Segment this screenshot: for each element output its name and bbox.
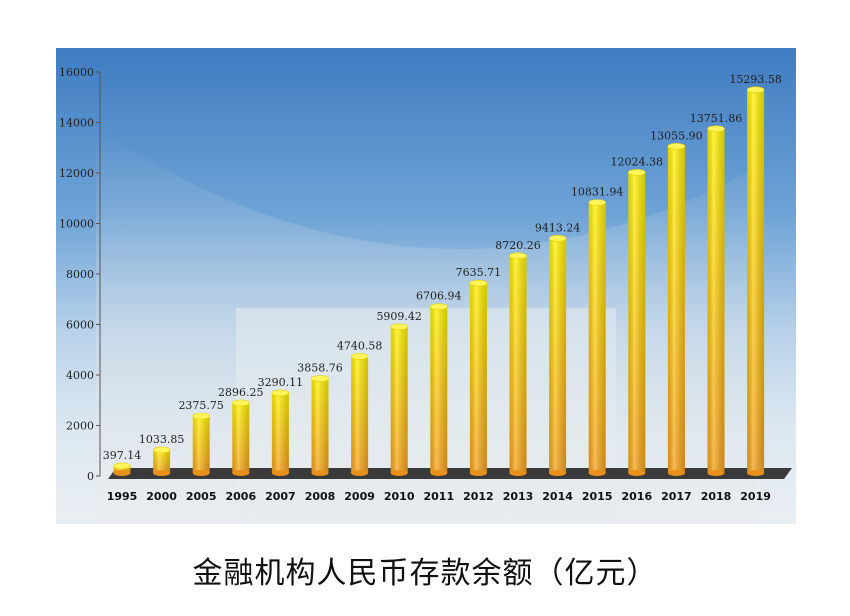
bar-shade-2000 xyxy=(153,449,171,473)
data-label: 5909.42 xyxy=(376,310,422,323)
x-tick-label: 2016 xyxy=(621,490,652,503)
bar-shade-2012 xyxy=(469,283,487,473)
bar-cap-2014 xyxy=(548,235,567,242)
bar-cap-2000 xyxy=(152,446,171,454)
bar-shade-2011 xyxy=(430,306,448,473)
data-label: 1033.85 xyxy=(139,433,185,446)
x-tick-label: 2007 xyxy=(265,490,296,503)
bar-base-2010 xyxy=(390,470,408,476)
x-tick-label: 2000 xyxy=(146,490,177,503)
chart-area: 0 2000 4000 6000 8000 10000 12000 14000 16000 397… xyxy=(56,48,796,524)
chart-floor xyxy=(108,468,792,479)
bar-base-2012 xyxy=(469,470,487,476)
data-label: 8720.26 xyxy=(495,239,541,252)
bar-base-2018 xyxy=(707,470,725,476)
bar-base-2000 xyxy=(153,470,171,476)
bar-base-2009 xyxy=(351,470,369,476)
bar-cap-2006 xyxy=(232,399,250,407)
data-label: 3290.11 xyxy=(258,376,304,389)
y-tick-label: 6000 xyxy=(66,319,94,332)
bar-base-2014 xyxy=(549,470,567,476)
data-label: 12024.38 xyxy=(611,155,664,168)
bar-cap-2009 xyxy=(350,353,369,360)
x-tick-label: 1995 xyxy=(107,490,138,503)
y-tick-label: 8000 xyxy=(66,268,94,281)
y-tick-label: 0 xyxy=(87,470,94,483)
bar-shade-2008 xyxy=(311,378,329,473)
bar-shade-2017 xyxy=(667,146,685,473)
x-tick-label: 2009 xyxy=(344,490,375,503)
bar-base-2016 xyxy=(628,470,646,476)
data-label: 15293.58 xyxy=(729,73,782,86)
bar-cap-2011 xyxy=(429,303,448,310)
data-label: 13751.86 xyxy=(690,112,743,125)
y-tick-label: 16000 xyxy=(59,66,94,79)
data-label: 4740.58 xyxy=(337,339,383,352)
bar-base-2013 xyxy=(509,470,527,476)
bar-base-2017 xyxy=(667,470,685,476)
bar-shade-2007 xyxy=(271,392,289,473)
x-tick-label: 2018 xyxy=(701,490,732,503)
chart-caption: 金融机构人民币存款余额（亿元） xyxy=(192,556,658,591)
data-label: 6706.94 xyxy=(416,290,462,303)
bar-base-2019 xyxy=(747,470,765,476)
bar-cap-2012 xyxy=(469,279,488,287)
data-label: 7635.71 xyxy=(456,266,502,279)
plot-layer: 0 2000 4000 6000 8000 10000 12000 14000 16000 397… xyxy=(59,66,792,503)
y-tick-label: 10000 xyxy=(59,218,94,231)
bar-base-2007 xyxy=(271,470,289,476)
bar-chart: 0 2000 4000 6000 8000 10000 12000 14000 16000 397… xyxy=(59,66,792,524)
bar-shade-2019 xyxy=(747,89,765,474)
data-label: 9413.24 xyxy=(535,221,581,234)
bar-cap-2018 xyxy=(707,125,725,133)
x-tick-label: 2013 xyxy=(503,490,534,503)
x-tick-label: 2019 xyxy=(740,490,771,503)
bar-cap-2013 xyxy=(509,252,527,260)
bar-cap-2008 xyxy=(311,375,329,382)
bar-shade-2006 xyxy=(232,402,250,473)
bar-shade-2015 xyxy=(588,202,606,473)
x-tick-label: 2010 xyxy=(384,490,415,503)
bar-cap-2010 xyxy=(390,323,409,331)
bar-cap-2019 xyxy=(746,86,765,94)
bar-cap-2016 xyxy=(627,169,646,176)
x-tick-label: 2006 xyxy=(225,490,256,503)
x-tick-label: 2011 xyxy=(423,490,454,503)
y-tick-label: 14000 xyxy=(59,117,94,130)
bar-base-2006 xyxy=(232,470,250,476)
y-tick-label: 2000 xyxy=(66,420,94,433)
data-label: 10831.94 xyxy=(571,185,624,198)
x-tick-label: 2014 xyxy=(542,490,573,503)
x-tick-label: 2012 xyxy=(463,490,494,503)
y-tick-label: 4000 xyxy=(66,369,94,382)
bar-cap-1995 xyxy=(113,462,131,470)
bar-shade-2013 xyxy=(509,255,527,473)
bar-shade-1995 xyxy=(113,465,131,473)
data-label: 3858.76 xyxy=(297,362,343,375)
bar-base-2015 xyxy=(588,470,606,476)
x-tick-label: 2017 xyxy=(661,490,692,503)
bar-base-2008 xyxy=(311,470,329,476)
bar-shade-2016 xyxy=(628,172,646,473)
data-label: 397.14 xyxy=(103,449,142,462)
bar-cap-2017 xyxy=(667,143,686,150)
bar-shade-2005 xyxy=(192,416,210,473)
data-label: 2896.25 xyxy=(218,386,263,399)
bar-cap-2005 xyxy=(192,412,210,420)
bar-base-2011 xyxy=(430,470,448,476)
bar-cap-2015 xyxy=(588,199,607,206)
data-label: 13055.90 xyxy=(650,129,703,142)
bar-shade-2018 xyxy=(707,128,725,473)
x-tick-label: 2005 xyxy=(186,490,217,503)
x-tick-label: 2008 xyxy=(305,490,336,503)
bar-cap-2007 xyxy=(271,389,290,397)
bar-base-1995 xyxy=(113,470,131,476)
data-label: 2375.75 xyxy=(178,399,224,412)
bar-shade-2010 xyxy=(390,326,408,473)
y-tick-label: 12000 xyxy=(59,167,94,180)
bar-shade-2009 xyxy=(351,356,369,473)
x-tick-label: 2015 xyxy=(582,490,613,503)
bar-shade-2014 xyxy=(549,238,567,473)
bar-base-2005 xyxy=(192,470,210,476)
